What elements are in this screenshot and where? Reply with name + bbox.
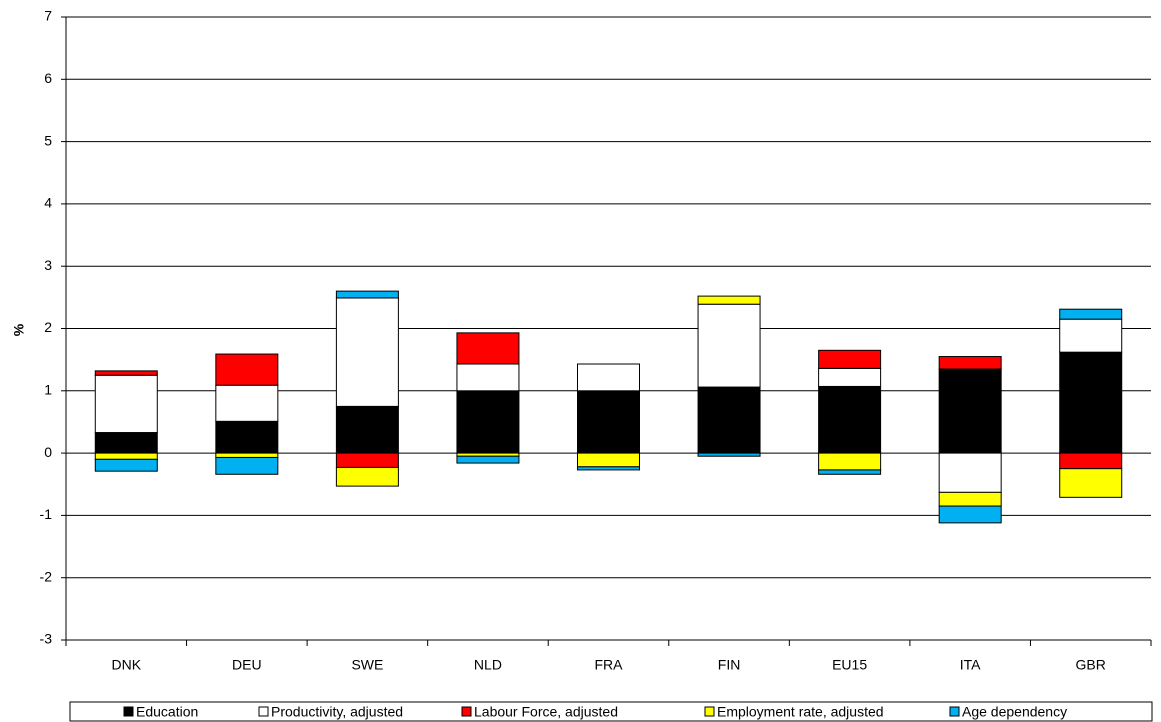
bar-segment [456,455,520,464]
bar-segment [215,420,279,454]
bar-segment [938,356,1002,370]
bar-segment [1059,351,1123,454]
bar-segment [215,353,279,386]
x-tick-label: FRA [595,657,624,673]
y-tick-label: 6 [44,70,52,86]
bar-segment [818,349,882,369]
bar-segment [215,456,279,475]
x-tick-label: DEU [232,657,262,673]
y-tick-label: 4 [44,195,52,211]
bar-segment [697,452,761,457]
bar-segment [456,390,520,454]
y-tick-label: 1 [44,382,52,398]
bar-segment [577,466,640,471]
x-tick-label: DNK [111,657,141,673]
legend-label: Employment rate, adjusted [717,704,884,720]
bar-segment [456,363,520,392]
legend-label: Education [136,704,198,720]
bar-segment [938,491,1002,507]
y-tick-label: 3 [44,257,52,273]
legend-swatch [258,706,269,717]
bar-segment [456,332,520,365]
bar-segment [335,466,399,487]
bar-segment [818,452,882,471]
bar-segment [818,385,882,454]
bar-segment [697,295,761,305]
bar-segment [215,384,279,422]
bar-segment [94,374,158,434]
legend-swatch [461,706,472,717]
y-tick-label: -3 [40,631,53,647]
legend-label: Productivity, adjusted [271,704,403,720]
x-tick-label: EU15 [832,657,867,673]
bar-segment [1059,318,1123,353]
bar-segment [335,452,399,468]
y-axis-label: % [11,323,27,336]
bar-segment [1059,308,1123,320]
bar-segment [94,432,158,454]
y-tick-label: -2 [40,568,53,584]
y-tick-label: 7 [44,8,52,24]
bar-segment [818,367,882,387]
bar-segment [697,303,761,388]
x-tick-label: NLD [474,657,502,673]
bar-segment [938,452,1002,493]
legend-label: Labour Force, adjusted [474,704,618,720]
bar-segment [94,370,158,376]
bar-segment [1059,468,1123,498]
x-tick-label: SWE [351,657,383,673]
bar-segment [94,452,158,460]
x-tick-label: FIN [718,657,741,673]
bar-segment [1059,452,1123,470]
bar-segment [335,405,399,454]
y-tick-label: -1 [40,506,53,522]
bar-segment [938,368,1002,454]
bar-segment [577,363,640,392]
legend-swatch [949,706,960,717]
legend-swatch [704,706,715,717]
x-tick-label: ITA [960,657,981,673]
y-tick-label: 0 [44,444,52,460]
bar-segment [335,290,399,299]
bar-segment [697,386,761,454]
x-tick-label: GBR [1076,657,1106,673]
y-tick-label: 2 [44,319,52,335]
bar-segment [577,390,640,454]
legend-box [69,701,1153,722]
bar-segment [938,505,1002,524]
legend-swatch [123,706,134,717]
legend-label: Age dependency [962,704,1067,720]
bar-segment [94,458,158,472]
bar-segment [577,452,640,468]
y-tick-label: 5 [44,132,52,148]
bar-segment [335,297,399,407]
bar-segment [215,452,279,458]
bar-segment [818,469,882,475]
